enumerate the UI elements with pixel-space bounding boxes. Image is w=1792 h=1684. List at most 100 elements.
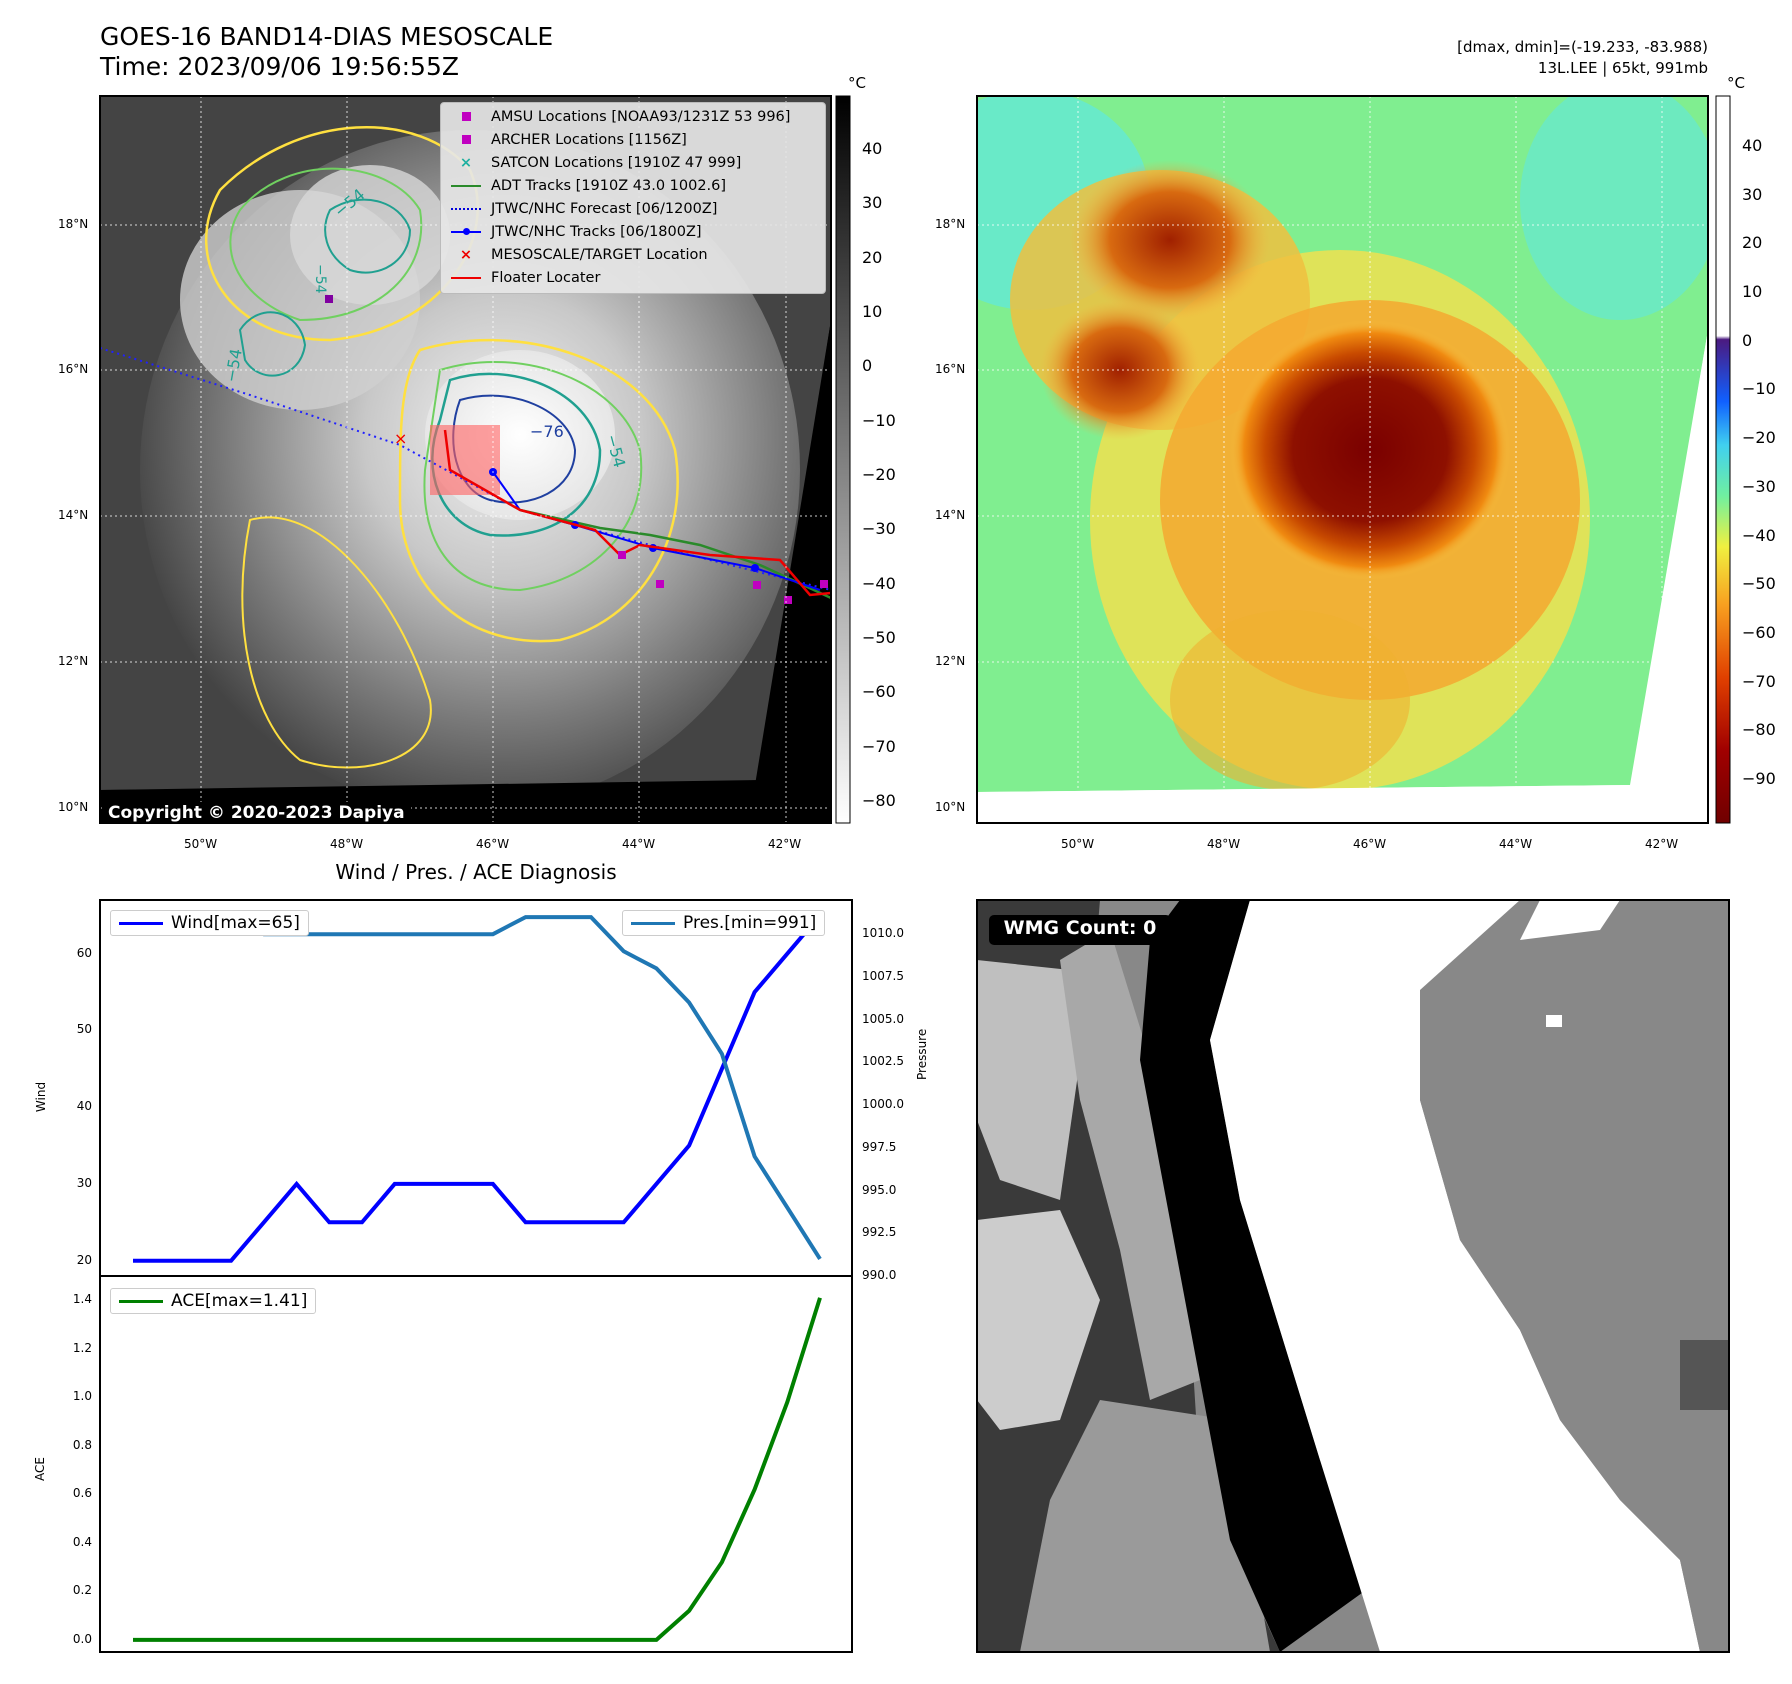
axis-tick-label: 0 (862, 356, 873, 376)
pressure-tick: 992.5 (862, 1225, 897, 1240)
lon-label: 48°W (330, 837, 364, 851)
legend-label: Floater Locater (491, 270, 601, 286)
ace-tick: 1.2 (72, 1340, 92, 1355)
axis-tick-label: −20 (862, 465, 896, 484)
axis-tick-label: −30 (862, 519, 896, 539)
map-legend: AMSU Locations [NOAA93/1231Z 53 996] ARCH… (440, 102, 826, 294)
axis-tick-label: 30 (862, 193, 883, 213)
lat-label: 12°N (58, 654, 89, 668)
legend-marker (449, 224, 483, 240)
colorbar-unit: °C (1727, 74, 1745, 92)
axis-tick-label: 10 (862, 302, 883, 321)
jtwc-track (492, 471, 821, 591)
axis-tick-label: −90 (1742, 769, 1776, 788)
lon-label: 46°W (476, 837, 510, 851)
axis-tick-label: 20 (862, 247, 883, 267)
lat-label: 14°N (935, 508, 966, 522)
legend-label: JTWC/NHC Forecast [06/1200Z] (491, 201, 718, 217)
storm-extremes: [dmax, dmin]=(-19.233, -83.988) (1457, 38, 1708, 56)
lat-label: 18°N (58, 217, 89, 231)
pressure-tick: 1010.0 (862, 926, 904, 941)
axis-tick-label: −30 (1742, 476, 1776, 496)
lat-label: 10°N (58, 800, 89, 814)
axis-tick-label: −70 (1742, 671, 1776, 691)
legend-marker: × (459, 247, 473, 263)
lat-label: 14°N (58, 508, 89, 522)
storm-info: 13L.LEE | 65kt, 991mb (1537, 59, 1708, 77)
ir-color-map (977, 96, 1708, 823)
ace-legend: ACE[max=1.41] (110, 1288, 317, 1314)
wind-line (133, 914, 822, 1263)
pressure-tick: 1002.5 (862, 1054, 904, 1069)
legend-marker (449, 132, 483, 148)
wind-tick: 50 (76, 1022, 92, 1037)
lon-label: 44°W (1499, 837, 1533, 851)
legend-item: × SATCON Locations [1910Z 47 999] (449, 155, 741, 171)
legend-item: Floater Locater (449, 270, 600, 286)
wind-legend: Wind[max=65] (110, 910, 309, 936)
legend-label: AMSU Locations [NOAA93/1231Z 53 996] (491, 109, 791, 125)
ace-tick: 0.8 (72, 1437, 92, 1452)
lon-label: 42°W (768, 837, 802, 851)
lat-label: 16°N (935, 362, 966, 376)
lon-label: 46°W (1353, 837, 1387, 851)
ace-tick: 1.0 (72, 1389, 92, 1404)
axis-tick-label: −40 (1742, 525, 1776, 545)
target-marker: × (394, 429, 407, 448)
wmg-badge (989, 915, 1171, 945)
legend-label: ARCHER Locations [1156Z] (491, 132, 687, 148)
legend-label: JTWC/NHC Tracks [06/1800Z] (491, 224, 702, 240)
legend-line (631, 921, 675, 925)
wmg-count: WMG Count: 0 (1003, 917, 1157, 939)
ace-legend-label: ACE[max=1.41] (171, 1291, 308, 1311)
ace-tick: 0.2 (72, 1583, 92, 1598)
legend-item: AMSU Locations [NOAA93/1231Z 53 996] (449, 109, 790, 125)
axis-tick-label: −10 (862, 410, 896, 430)
ace-line (133, 1297, 822, 1642)
color-colorbar (1715, 95, 1731, 824)
lat-label: 18°N (935, 217, 966, 231)
ace-tick: 1.4 (72, 1292, 92, 1307)
axis-tick-label: −60 (862, 682, 896, 702)
axis-tick-label: 10 (1742, 282, 1763, 302)
wind-axis-label: Wind (34, 1081, 49, 1113)
colorbar-unit: °C (848, 74, 866, 92)
map-title: GOES-16 BAND14-DIAS MESOSCALE (100, 22, 554, 51)
legend-item: JTWC/NHC Forecast [06/1200Z] (449, 201, 717, 217)
legend-marker (449, 109, 483, 125)
mesoscale-box (430, 425, 500, 495)
ace-tick: 0.0 (72, 1631, 92, 1646)
legend-label: ADT Tracks [1910Z 43.0 1002.6] (491, 178, 727, 194)
wind-pressure-plot (99, 899, 853, 1277)
lon-label: 50°W (1061, 837, 1095, 851)
wind-tick: 30 (76, 1175, 92, 1190)
legend-item: ADT Tracks [1910Z 43.0 1002.6] (449, 178, 726, 194)
lat-label: 16°N (58, 362, 89, 376)
pressure-axis-label: Pressure (915, 1028, 929, 1080)
ace-tick: 0.6 (72, 1486, 92, 1501)
axis-tick-label: 30 (1742, 184, 1763, 204)
pressure-tick: 997.5 (862, 1139, 897, 1154)
legend-marker (449, 201, 483, 217)
legend-item: × MESOSCALE/TARGET Location (449, 247, 708, 263)
legend-label: MESOSCALE/TARGET Location (491, 247, 708, 263)
lon-label: 48°W (1207, 837, 1241, 851)
wind-legend-label: Wind[max=65] (171, 913, 300, 933)
axis-tick-label: −50 (1742, 574, 1776, 594)
pressure-tick: 995.0 (862, 1182, 897, 1197)
legend-marker (449, 270, 483, 286)
legend-line (119, 921, 163, 925)
lon-label: 50°W (184, 837, 218, 851)
axis-tick-label: −80 (862, 791, 896, 810)
copyright-label: Copyright © 2020-2023 Dapiya (102, 802, 411, 824)
pressure-tick: 1005.0 (862, 1011, 904, 1026)
lat-label: 10°N (935, 800, 966, 814)
wind-tick: 60 (76, 945, 92, 960)
axis-tick-label: −70 (862, 736, 896, 756)
gray-colorbar (835, 95, 851, 824)
ace-axis-label: ACE (32, 1457, 47, 1481)
legend-marker (449, 178, 483, 194)
wind-tick: 20 (76, 1252, 92, 1267)
legend-marker: × (459, 155, 473, 171)
